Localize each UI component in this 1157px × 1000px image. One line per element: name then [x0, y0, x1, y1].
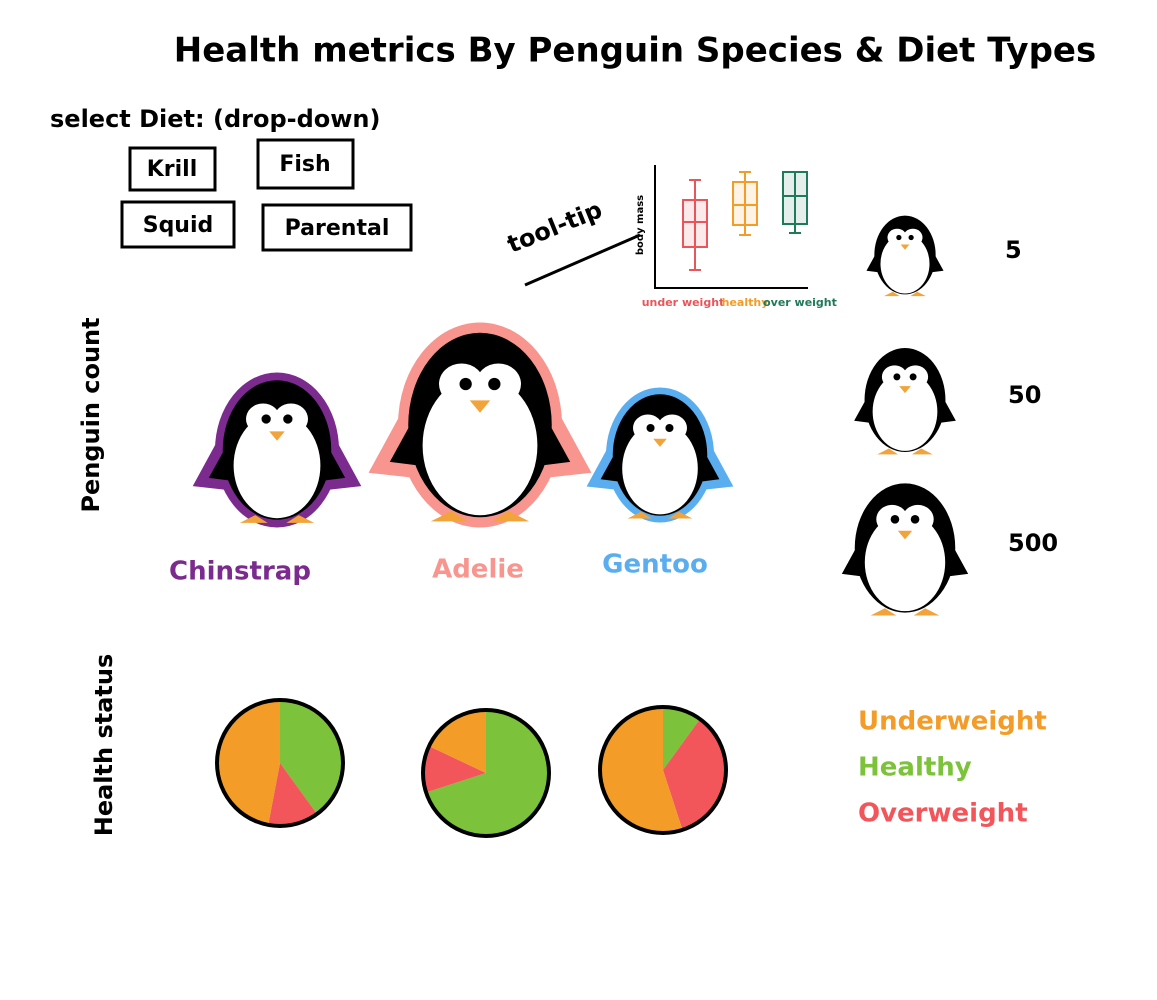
pie-outline [215, 698, 345, 828]
pie-slice [280, 700, 344, 814]
eye [459, 377, 472, 391]
size-legend-label: 5 [1005, 236, 1022, 264]
pie-slice [428, 710, 486, 773]
belly [622, 422, 698, 515]
pie-slice [426, 710, 549, 837]
pie-slice [600, 707, 683, 834]
flippers [841, 545, 969, 577]
beak [897, 530, 913, 540]
eye [283, 414, 293, 424]
pie-slice [423, 746, 486, 793]
option-box[interactable] [128, 146, 217, 192]
eye [261, 414, 271, 424]
size-legend-penguin [866, 215, 944, 297]
eye [488, 377, 501, 391]
y-axis-label: body mass [635, 195, 646, 255]
option-label[interactable]: Fish [279, 152, 330, 177]
size-legend-label: 50 [1008, 381, 1041, 409]
health-legend-label: Healthy [858, 753, 972, 783]
flippers [600, 452, 720, 482]
eye [910, 514, 920, 524]
title: Health metrics By Penguin Species & Diet… [174, 31, 1096, 71]
pie-slice [216, 700, 280, 825]
option-label[interactable]: Parental [285, 216, 390, 241]
beak [469, 400, 491, 413]
pie-slice [663, 707, 701, 770]
feet [877, 448, 933, 455]
health-legend-label: Overweight [858, 799, 1028, 829]
box [782, 171, 808, 225]
category-label: healthy [722, 296, 769, 309]
species-label: Gentoo [602, 550, 708, 580]
diet-label: select Diet: (drop-down) [50, 105, 380, 133]
box [682, 199, 708, 248]
species-label: Chinstrap [169, 557, 311, 587]
eye [893, 373, 901, 381]
option-label[interactable]: Squid [143, 213, 214, 238]
eye [909, 373, 917, 381]
flippers [854, 397, 956, 424]
diet-options: Krill Fish Squid Parental [120, 138, 413, 252]
tooltip-label: tool-tip [503, 195, 606, 258]
option-box[interactable] [256, 138, 355, 190]
eye [908, 234, 914, 241]
box [732, 181, 758, 226]
flippers [866, 253, 944, 273]
beak [900, 244, 910, 250]
beak [653, 438, 667, 447]
pie-slice [268, 763, 318, 826]
belly [872, 372, 938, 451]
option-box[interactable] [261, 203, 413, 252]
belly [864, 513, 946, 612]
eye [665, 423, 674, 433]
species-label: Adelie [432, 555, 524, 585]
feet [870, 608, 940, 616]
pie-outline [421, 708, 551, 838]
tooltip-pointer [524, 233, 641, 287]
category-label: under weight [642, 296, 725, 309]
option-box[interactable] [120, 200, 236, 249]
size-legend-penguin [854, 347, 956, 455]
feet [239, 515, 315, 523]
species-penguin [586, 387, 734, 523]
category-label: over weight [763, 296, 837, 309]
eye [890, 514, 900, 524]
health-axis-label: Health status [90, 654, 118, 837]
species-penguin [192, 372, 362, 528]
belly [422, 375, 538, 516]
count-axis-label: Penguin count [77, 317, 105, 512]
option-label[interactable]: Krill [147, 157, 198, 182]
species-penguin [368, 322, 592, 528]
belly [880, 233, 930, 294]
axes [654, 165, 808, 289]
flippers [389, 420, 571, 466]
pie-outline [598, 705, 728, 835]
beak [899, 386, 911, 394]
feet [883, 291, 927, 297]
belly [233, 412, 321, 519]
beak [269, 431, 285, 441]
pie-slice [663, 719, 726, 830]
flippers [208, 446, 346, 481]
eye [896, 234, 902, 241]
eye [646, 423, 655, 433]
size-legend-penguin [841, 483, 969, 616]
feet [627, 511, 693, 519]
size-legend-label: 500 [1008, 529, 1058, 557]
health-legend-label: Underweight [858, 707, 1047, 737]
